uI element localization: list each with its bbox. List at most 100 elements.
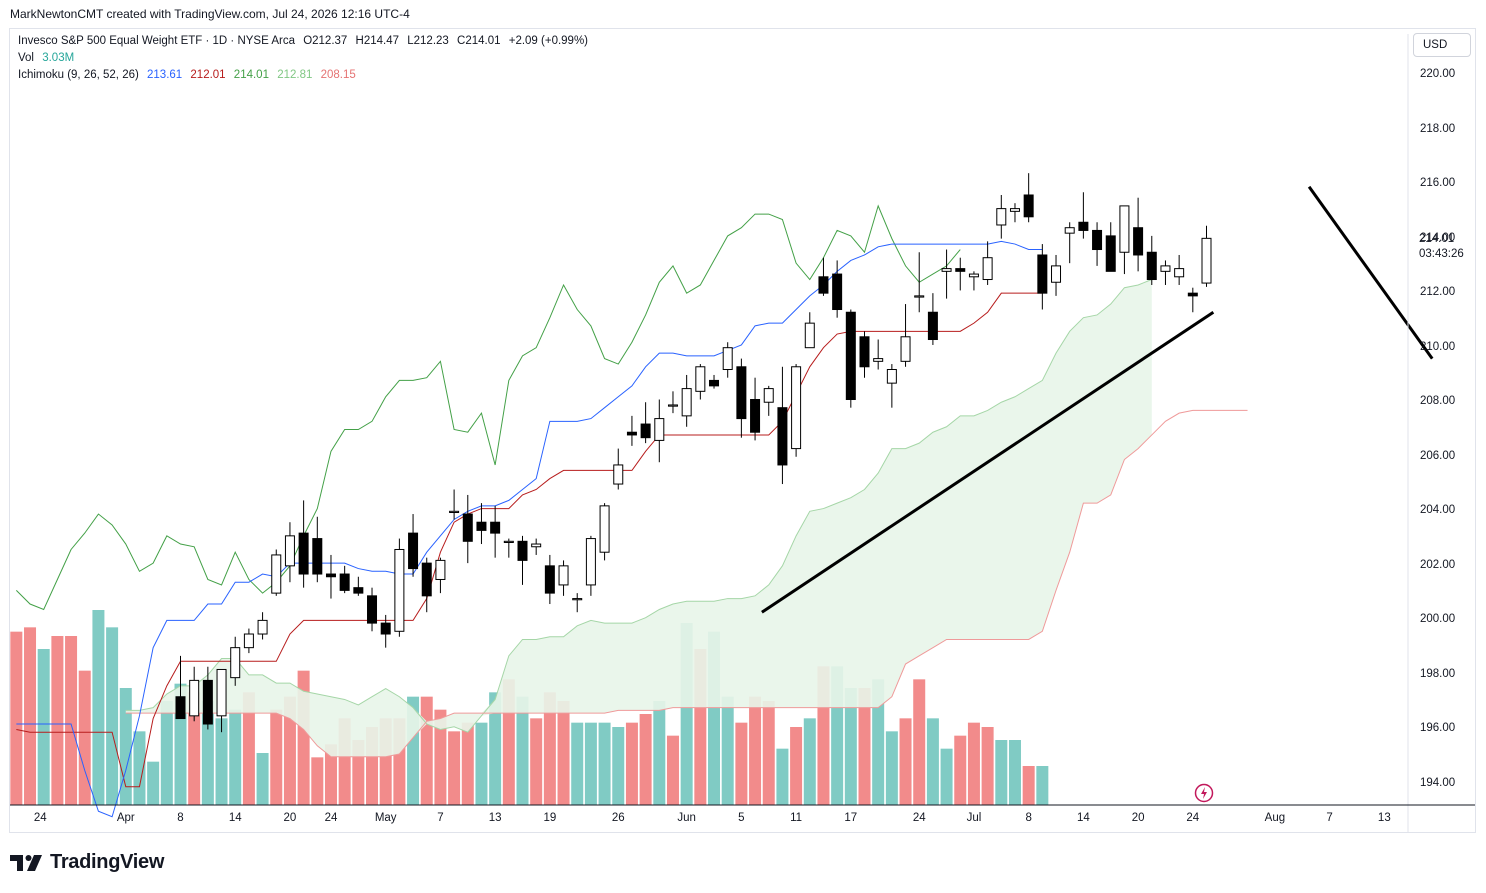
candle-body xyxy=(175,696,186,720)
candle-body xyxy=(818,276,829,294)
volume-bar xyxy=(557,701,570,805)
candle-body xyxy=(859,336,870,368)
price-tick-label: 196.00 xyxy=(1420,722,1456,735)
volume-bar xyxy=(926,718,939,805)
candle-body xyxy=(886,369,897,384)
ichimoku-tenkan xyxy=(16,240,1043,818)
candle-body xyxy=(257,619,268,635)
volume-bar xyxy=(65,636,78,805)
volume-bar xyxy=(530,718,543,805)
time-tick-label: Aug xyxy=(1264,812,1286,824)
candle-body xyxy=(654,418,665,441)
price-tick-label: 212.00 xyxy=(1420,286,1456,299)
volume-bar xyxy=(639,714,652,805)
candle-body xyxy=(462,513,473,542)
chart-header: MarkNewtonCMT created with TradingView.c… xyxy=(10,7,410,21)
candle-body xyxy=(1051,265,1062,283)
volume-bar xyxy=(721,696,734,805)
volume-bar xyxy=(625,722,638,805)
volume-bar xyxy=(461,722,474,805)
candle-body xyxy=(777,407,788,466)
candle-body xyxy=(996,208,1007,226)
volume-bar xyxy=(283,696,296,805)
candle-body xyxy=(230,647,241,679)
tradingview-logo[interactable]: TradingView xyxy=(10,851,164,874)
volume-bar xyxy=(995,740,1008,805)
volume-bar xyxy=(858,688,871,805)
ichimoku-lines-layer xyxy=(15,204,1043,818)
volume-bar xyxy=(78,670,91,805)
legend-ichimoku-tenkan: 213.61 xyxy=(147,69,183,81)
time-tick-label: 13 xyxy=(1377,812,1391,824)
legend-volume-row: Vol 3.03M xyxy=(18,52,79,64)
candle-body xyxy=(216,668,227,717)
time-tick-label: 19 xyxy=(543,812,557,824)
candle-body xyxy=(914,295,925,298)
price-tick-label: 204.00 xyxy=(1420,504,1456,517)
candle-body xyxy=(1146,251,1157,281)
candle-body xyxy=(941,268,952,272)
candle-body xyxy=(667,404,678,407)
ichimoku-kijun xyxy=(16,292,1043,788)
candle-body xyxy=(695,366,706,392)
candle-body xyxy=(558,565,569,586)
legend-close-label: C xyxy=(457,35,466,47)
currency-button[interactable]: USD xyxy=(1413,33,1471,57)
volume-bar xyxy=(516,696,529,805)
candle-body xyxy=(1023,194,1034,218)
volume-bar xyxy=(913,679,926,805)
time-tick-label: 20 xyxy=(283,812,297,824)
time-tick-label: May xyxy=(374,812,397,824)
candle-body xyxy=(804,322,815,349)
time-tick-label: Jul xyxy=(966,812,982,824)
time-tick-label: 24 xyxy=(324,812,338,824)
price-tick-label: 210.00 xyxy=(1420,340,1456,353)
volume-bar xyxy=(1036,766,1049,805)
volume-bar xyxy=(160,701,173,805)
last-price-label: 214.01 xyxy=(1419,233,1455,245)
legend-close: 214.01 xyxy=(465,35,501,47)
candle-body xyxy=(531,543,542,548)
candle-body xyxy=(1201,237,1212,284)
candle-body xyxy=(1078,221,1089,231)
volume-bar xyxy=(242,692,255,805)
candle-body xyxy=(585,538,596,586)
candle-body xyxy=(722,347,733,371)
candle-body xyxy=(599,505,610,553)
candle-body xyxy=(709,379,720,387)
tradingview-logo-icon xyxy=(10,854,42,871)
time-tick-label: 26 xyxy=(611,812,625,824)
candle-body xyxy=(339,573,350,591)
legend-open-label: O xyxy=(303,35,313,47)
ichimoku-span-a xyxy=(125,279,1152,733)
bar-countdown-label: 03:43:26 xyxy=(1419,248,1464,260)
candle-body xyxy=(408,532,419,570)
candle-body xyxy=(832,273,843,311)
legend-low: 212.23 xyxy=(413,35,449,47)
volume-bar xyxy=(324,744,337,805)
candle-body xyxy=(380,622,391,635)
candle-body xyxy=(394,548,405,632)
volume-bar xyxy=(475,722,488,805)
volume-bar xyxy=(749,696,762,805)
legend-high-label: H xyxy=(355,35,364,47)
volume-bar xyxy=(735,722,748,805)
price-tick-label: 194.00 xyxy=(1420,777,1456,789)
candle-body xyxy=(312,538,323,575)
volume-bar xyxy=(1008,740,1021,805)
volume-bar xyxy=(872,679,885,805)
candle-body xyxy=(271,554,282,594)
alert-icon[interactable] xyxy=(1194,783,1214,803)
candle-body xyxy=(517,540,528,561)
candle-body xyxy=(325,573,336,578)
candle-body xyxy=(927,311,938,341)
time-tick-label: 7 xyxy=(1326,812,1333,824)
candle-body xyxy=(243,633,254,649)
volume-bar xyxy=(899,718,912,805)
volume-bar xyxy=(215,718,228,805)
price-tick-label: 198.00 xyxy=(1420,667,1456,680)
volume-bar xyxy=(147,761,160,805)
time-tick-label: Jun xyxy=(677,812,696,824)
legend-change: +2.09 (+0.99%) xyxy=(508,35,589,47)
